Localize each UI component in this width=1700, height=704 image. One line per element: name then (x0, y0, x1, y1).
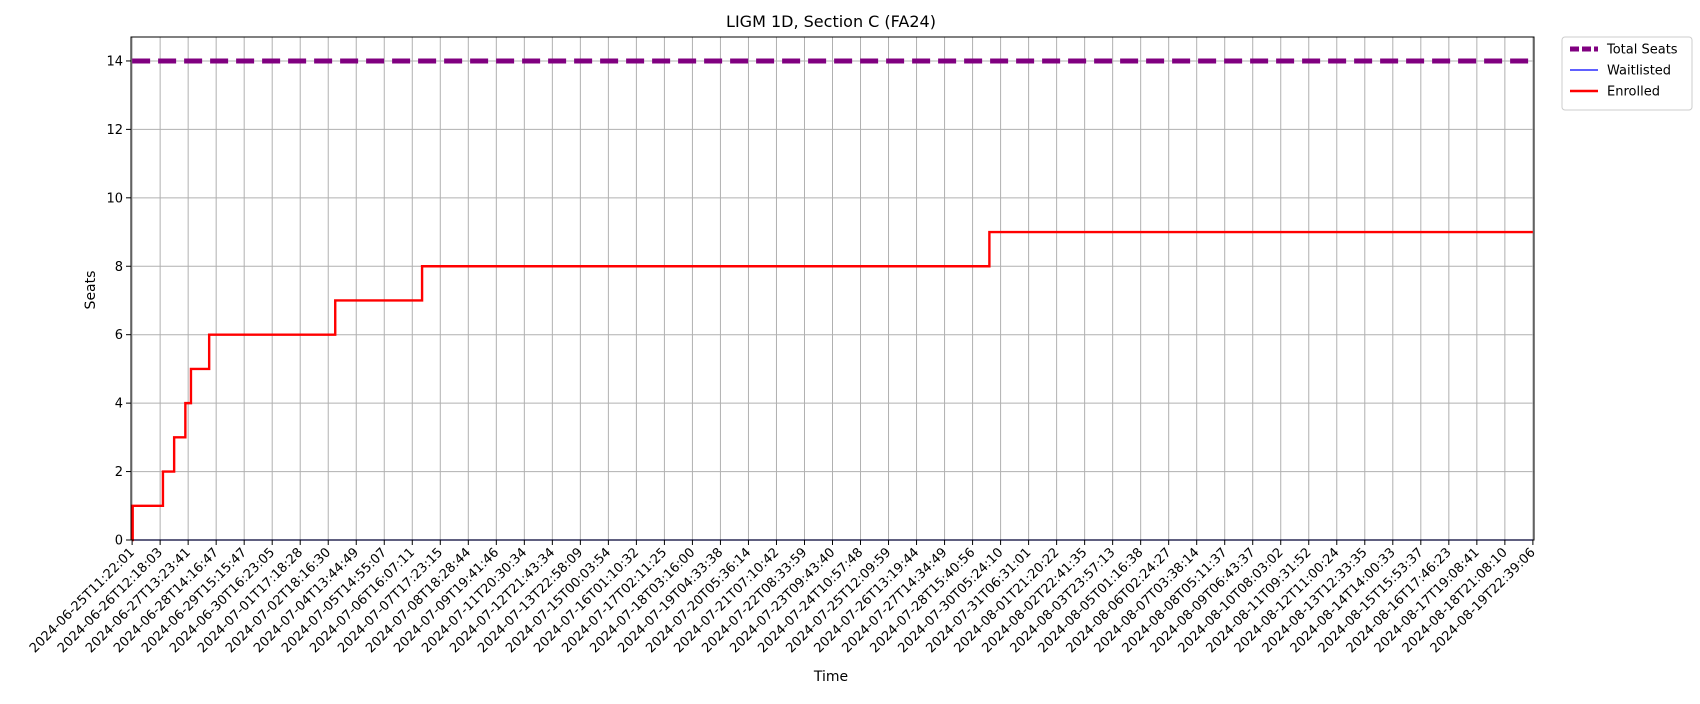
y-tick-label: 8 (115, 260, 123, 275)
grid (131, 37, 1534, 541)
legend-label: Total Seats (1606, 43, 1678, 58)
y-tick-label: 0 (115, 534, 123, 549)
y-axis-label: Seats (83, 271, 99, 310)
legend-label: Enrolled (1607, 85, 1660, 100)
legend: Total Seats Waitlisted Enrolled (1561, 36, 1693, 111)
y-tick-label: 4 (115, 397, 123, 412)
y-tick-label: 6 (115, 328, 123, 343)
y-tick-label: 10 (106, 191, 123, 206)
legend-label: Waitlisted (1607, 64, 1671, 79)
x-axis-label: Time (813, 669, 848, 685)
y-tick-label: 14 (106, 54, 123, 69)
y-tick-label: 12 (106, 123, 123, 138)
y-tick-label: 2 (115, 465, 123, 480)
series-line-enrolled (131, 230, 1533, 542)
chart-title: LIGM 1D, Section C (FA24) (726, 12, 936, 31)
y-axis: 0 2 4 6 8 10 12 14 (106, 54, 131, 549)
